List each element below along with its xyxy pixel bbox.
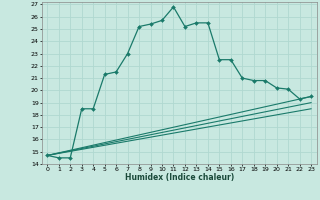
X-axis label: Humidex (Indice chaleur): Humidex (Indice chaleur) [124,173,234,182]
